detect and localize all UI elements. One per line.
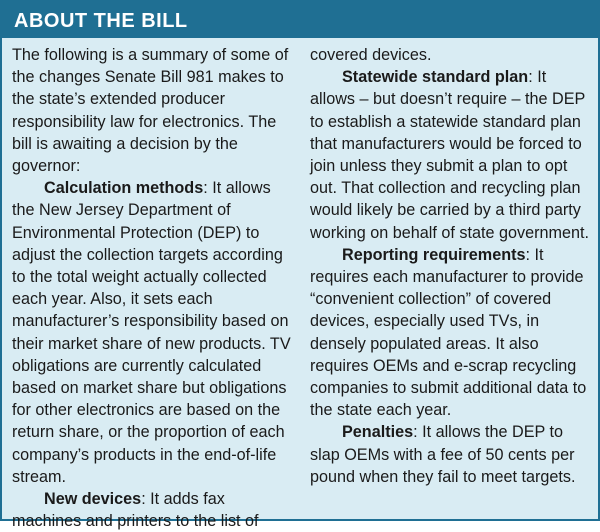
sidebar-columns: The following is a summary of some of th… (12, 44, 592, 530)
new-devices-paragraph: New devices: It adds fax machines and pr… (12, 488, 294, 532)
statewide-plan-paragraph: Statewide standard plan: It allows – but… (310, 66, 592, 244)
new-devices-heading: New devices (44, 490, 142, 509)
sidebar-title: ABOUT THE BILL (14, 10, 188, 32)
reporting-requirements-heading: Reporting requirements (342, 245, 526, 264)
right-column: covered devices. Statewide standard plan… (310, 44, 592, 514)
penalties-text: : It allows the DEP to slap OEMs with a … (310, 423, 576, 486)
intro-paragraph: The following is a summary of some of th… (12, 46, 289, 176)
calculation-methods-text: : It allows the New Jersey Department of… (12, 179, 291, 486)
calculation-methods-heading: Calculation methods (44, 179, 204, 198)
penalties-heading: Penalties (342, 423, 414, 442)
calculation-methods-paragraph: Calculation methods: It allows the New J… (12, 177, 294, 488)
sidebar-header: ABOUT THE BILL (2, 2, 598, 38)
left-column: The following is a summary of some of th… (12, 44, 294, 530)
reporting-requirements-text: : It requires each manufacturer to provi… (310, 245, 587, 420)
new-devices-continued: covered devices. (310, 46, 432, 64)
penalties-paragraph: Penalties: It allows the DEP to slap OEM… (310, 421, 592, 488)
statewide-plan-heading: Statewide standard plan (342, 68, 529, 87)
reporting-requirements-paragraph: Reporting requirements: It requires each… (310, 244, 592, 422)
statewide-plan-text: : It allows – but doesn’t require – the … (310, 68, 589, 242)
